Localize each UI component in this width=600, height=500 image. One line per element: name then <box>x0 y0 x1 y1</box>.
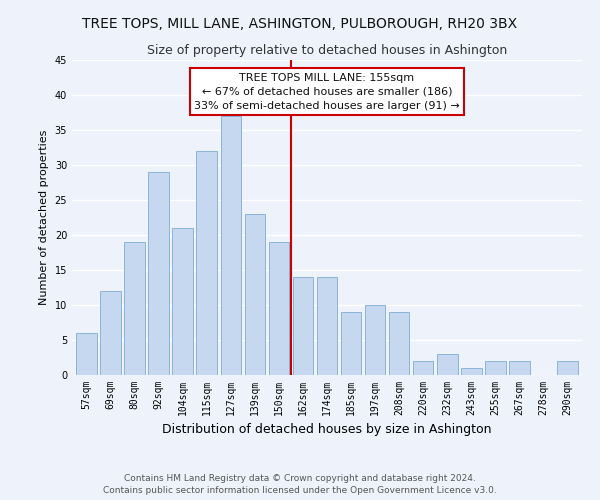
Bar <box>437 354 458 375</box>
Bar <box>365 305 385 375</box>
Bar <box>196 151 217 375</box>
Bar <box>461 368 482 375</box>
Title: Size of property relative to detached houses in Ashington: Size of property relative to detached ho… <box>147 44 507 58</box>
Bar <box>557 361 578 375</box>
Bar <box>124 242 145 375</box>
Bar <box>317 277 337 375</box>
Text: TREE TOPS MILL LANE: 155sqm
← 67% of detached houses are smaller (186)
33% of se: TREE TOPS MILL LANE: 155sqm ← 67% of det… <box>194 72 460 110</box>
Bar <box>172 228 193 375</box>
Bar <box>389 312 409 375</box>
Bar <box>245 214 265 375</box>
Bar <box>221 116 241 375</box>
Text: TREE TOPS, MILL LANE, ASHINGTON, PULBOROUGH, RH20 3BX: TREE TOPS, MILL LANE, ASHINGTON, PULBORO… <box>82 18 518 32</box>
Bar <box>413 361 433 375</box>
Bar <box>293 277 313 375</box>
Y-axis label: Number of detached properties: Number of detached properties <box>39 130 49 305</box>
Bar <box>269 242 289 375</box>
Bar <box>509 361 530 375</box>
X-axis label: Distribution of detached houses by size in Ashington: Distribution of detached houses by size … <box>162 424 492 436</box>
Bar <box>148 172 169 375</box>
Bar <box>76 333 97 375</box>
Bar <box>341 312 361 375</box>
Text: Contains HM Land Registry data © Crown copyright and database right 2024.
Contai: Contains HM Land Registry data © Crown c… <box>103 474 497 495</box>
Bar <box>100 291 121 375</box>
Bar <box>485 361 506 375</box>
